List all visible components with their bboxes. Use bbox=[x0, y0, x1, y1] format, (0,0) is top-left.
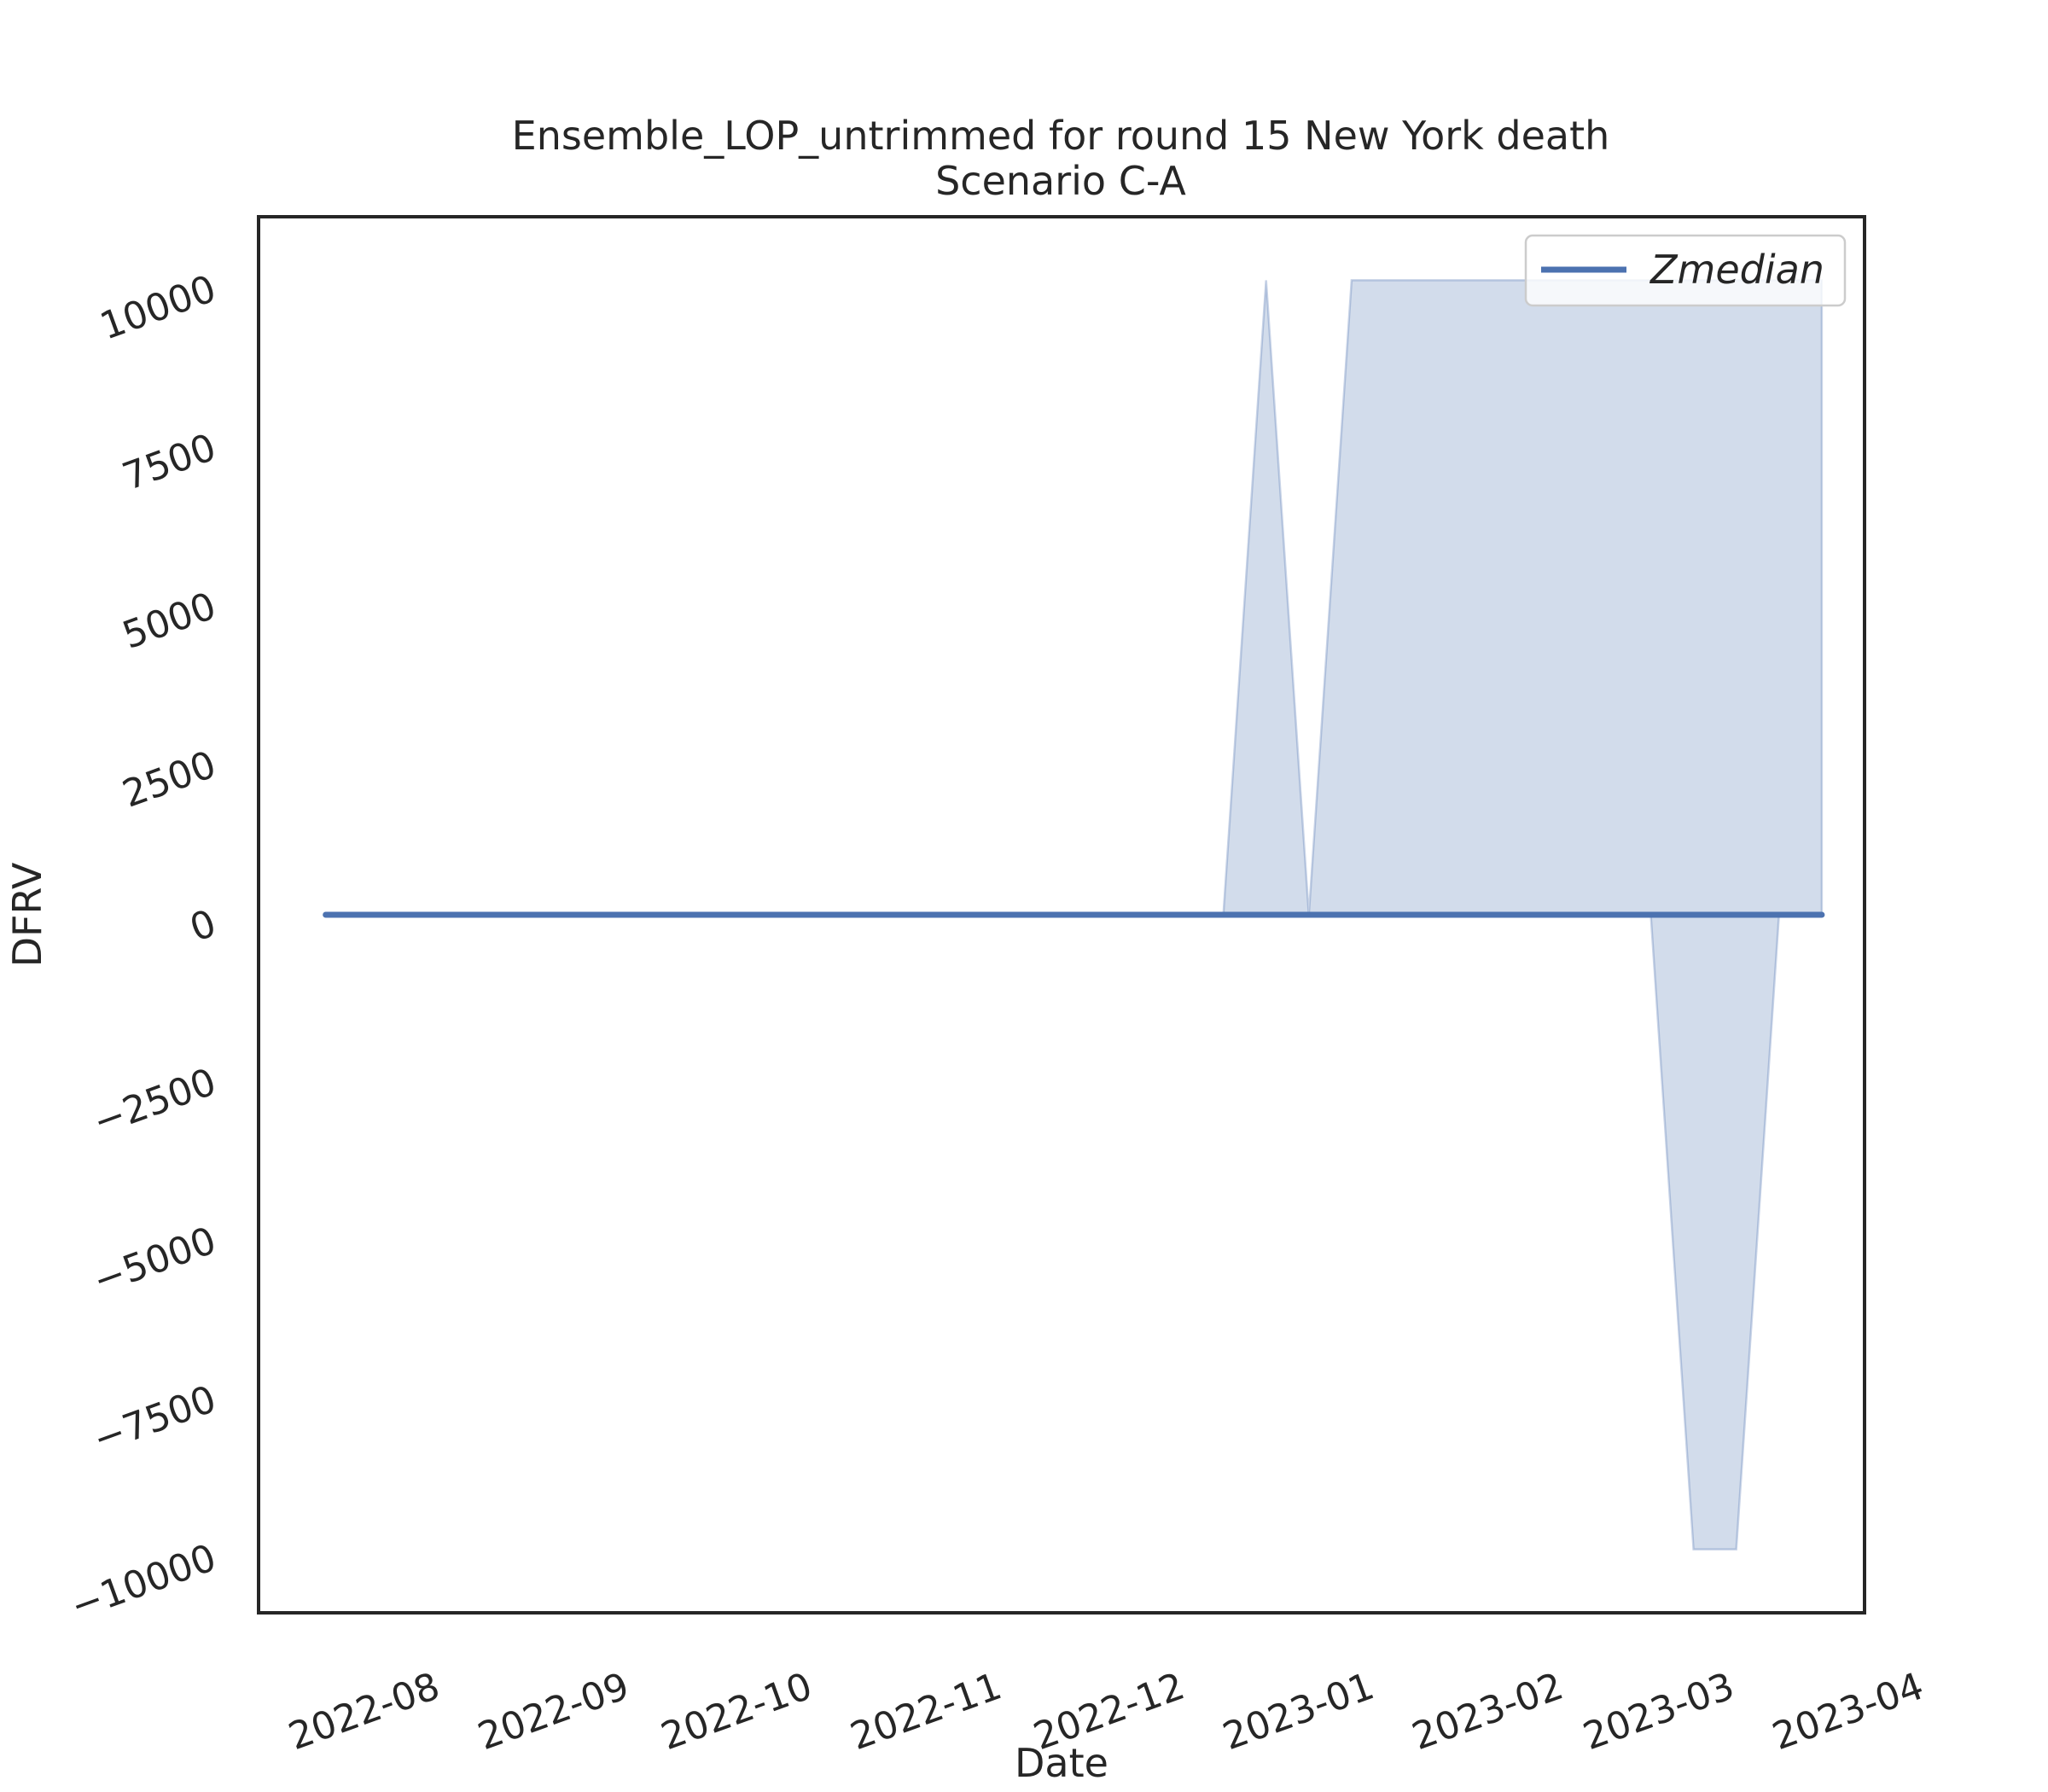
y-tick-label: −2500 bbox=[87, 1060, 221, 1144]
x-tick-label: 2022-08 bbox=[283, 1664, 445, 1759]
legend: Zmedian bbox=[1524, 234, 1847, 307]
x-tick-label: 2022-10 bbox=[655, 1664, 817, 1759]
x-tick-label: 2023-03 bbox=[1578, 1664, 1740, 1759]
y-tick-label: −7500 bbox=[87, 1377, 221, 1462]
x-tick-label: 2023-01 bbox=[1218, 1664, 1380, 1759]
plot-frame bbox=[257, 215, 1866, 1615]
y-tick-label: −5000 bbox=[87, 1219, 221, 1303]
y-tick-label: 2500 bbox=[117, 743, 222, 817]
y-axis-label: DFRV bbox=[4, 862, 50, 967]
legend-box bbox=[1524, 234, 1847, 307]
legend-label-zmedian: Zmedian bbox=[1649, 247, 1824, 293]
chart-subtitle: Scenario C-A bbox=[935, 158, 1186, 204]
y-tick-label: −10000 bbox=[65, 1536, 222, 1628]
y-tick-label: 7500 bbox=[117, 426, 222, 499]
y-axis-ticks: 10000 7500 5000 2500 0 −2500 −5000 −7500 −10000 bbox=[65, 267, 222, 1629]
x-tick-label: 2023-04 bbox=[1767, 1664, 1929, 1759]
plot-area bbox=[257, 215, 1866, 1615]
y-tick-label: 10000 bbox=[95, 267, 222, 349]
x-axis-label: Date bbox=[1015, 1740, 1108, 1786]
chart-title: Ensemble_LOP_untrimmed for round 15 New … bbox=[512, 113, 1610, 159]
y-tick-label: 0 bbox=[184, 901, 222, 951]
x-tick-label: 2022-09 bbox=[473, 1664, 635, 1759]
y-tick-label: 5000 bbox=[117, 585, 222, 658]
x-tick-label: 2023-02 bbox=[1406, 1664, 1568, 1759]
x-tick-label: 2022-11 bbox=[845, 1664, 1007, 1759]
